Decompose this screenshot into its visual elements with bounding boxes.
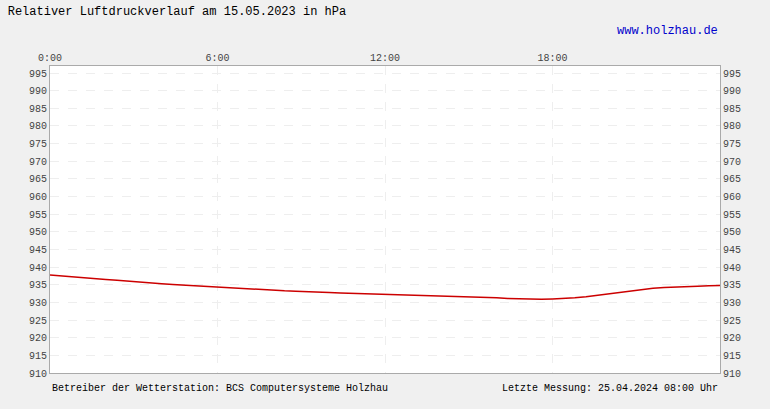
svg-text:950: 950 <box>723 227 741 238</box>
svg-text:965: 965 <box>723 174 741 185</box>
svg-text:985: 985 <box>723 104 741 115</box>
svg-text:925: 925 <box>723 316 741 327</box>
svg-text:910: 910 <box>723 369 741 380</box>
svg-text:940: 940 <box>29 263 47 274</box>
svg-text:920: 920 <box>29 333 47 344</box>
svg-text:6:00: 6:00 <box>205 53 229 64</box>
svg-text:930: 930 <box>723 298 741 309</box>
svg-text:980: 980 <box>29 121 47 132</box>
svg-text:945: 945 <box>29 245 47 256</box>
svg-text:990: 990 <box>723 86 741 97</box>
svg-text:945: 945 <box>723 245 741 256</box>
svg-text:935: 935 <box>723 280 741 291</box>
svg-text:940: 940 <box>723 263 741 274</box>
svg-text:995: 995 <box>29 69 47 80</box>
svg-text:935: 935 <box>29 280 47 291</box>
svg-text:955: 955 <box>29 210 47 221</box>
svg-text:0:00: 0:00 <box>38 53 62 64</box>
svg-text:990: 990 <box>29 86 47 97</box>
svg-text:980: 980 <box>723 121 741 132</box>
svg-text:960: 960 <box>723 192 741 203</box>
svg-text:930: 930 <box>29 298 47 309</box>
svg-text:965: 965 <box>29 174 47 185</box>
svg-text:www.holzhau.de: www.holzhau.de <box>617 24 718 38</box>
svg-text:970: 970 <box>29 157 47 168</box>
svg-text:Betreiber der Wetterstation: B: Betreiber der Wetterstation: BCS Compute… <box>52 383 388 394</box>
svg-text:985: 985 <box>29 104 47 115</box>
svg-text:915: 915 <box>723 351 741 362</box>
svg-text:995: 995 <box>723 69 741 80</box>
svg-text:925: 925 <box>29 316 47 327</box>
svg-text:960: 960 <box>29 192 47 203</box>
svg-text:975: 975 <box>29 139 47 150</box>
svg-text:12:00: 12:00 <box>370 53 400 64</box>
svg-text:920: 920 <box>723 333 741 344</box>
svg-text:915: 915 <box>29 351 47 362</box>
svg-text:970: 970 <box>723 157 741 168</box>
svg-text:975: 975 <box>723 139 741 150</box>
svg-text:950: 950 <box>29 227 47 238</box>
svg-text:Relativer Luftdruckverlauf am: Relativer Luftdruckverlauf am 15.05.2023… <box>8 5 346 19</box>
svg-text:18:00: 18:00 <box>537 53 567 64</box>
svg-text:Letzte Messung: 25.04.2024 08:: Letzte Messung: 25.04.2024 08:00 Uhr <box>502 383 718 394</box>
svg-text:910: 910 <box>29 369 47 380</box>
svg-text:955: 955 <box>723 210 741 221</box>
